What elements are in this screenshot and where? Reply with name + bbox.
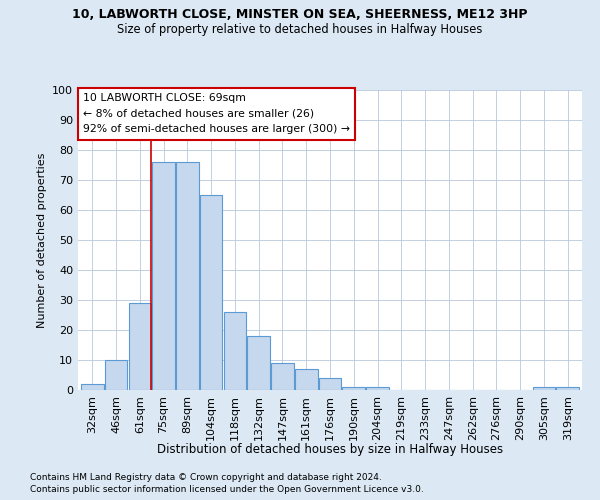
Bar — [224, 312, 246, 390]
Text: 10 LABWORTH CLOSE: 69sqm
← 8% of detached houses are smaller (26)
92% of semi-de: 10 LABWORTH CLOSE: 69sqm ← 8% of detache… — [83, 93, 350, 134]
Bar — [128, 303, 151, 390]
Bar — [200, 195, 223, 390]
Bar — [152, 162, 175, 390]
Bar — [271, 363, 294, 390]
Bar — [556, 387, 579, 390]
Bar — [176, 162, 199, 390]
Bar — [247, 336, 270, 390]
Bar — [81, 384, 104, 390]
Y-axis label: Number of detached properties: Number of detached properties — [37, 152, 47, 328]
Text: Contains public sector information licensed under the Open Government Licence v3: Contains public sector information licen… — [30, 485, 424, 494]
Bar — [295, 369, 317, 390]
Text: Size of property relative to detached houses in Halfway Houses: Size of property relative to detached ho… — [118, 22, 482, 36]
Bar — [319, 378, 341, 390]
Bar — [366, 387, 389, 390]
Bar — [343, 387, 365, 390]
Text: Distribution of detached houses by size in Halfway Houses: Distribution of detached houses by size … — [157, 442, 503, 456]
Text: 10, LABWORTH CLOSE, MINSTER ON SEA, SHEERNESS, ME12 3HP: 10, LABWORTH CLOSE, MINSTER ON SEA, SHEE… — [72, 8, 528, 20]
Bar — [105, 360, 127, 390]
Bar — [533, 387, 555, 390]
Text: Contains HM Land Registry data © Crown copyright and database right 2024.: Contains HM Land Registry data © Crown c… — [30, 472, 382, 482]
